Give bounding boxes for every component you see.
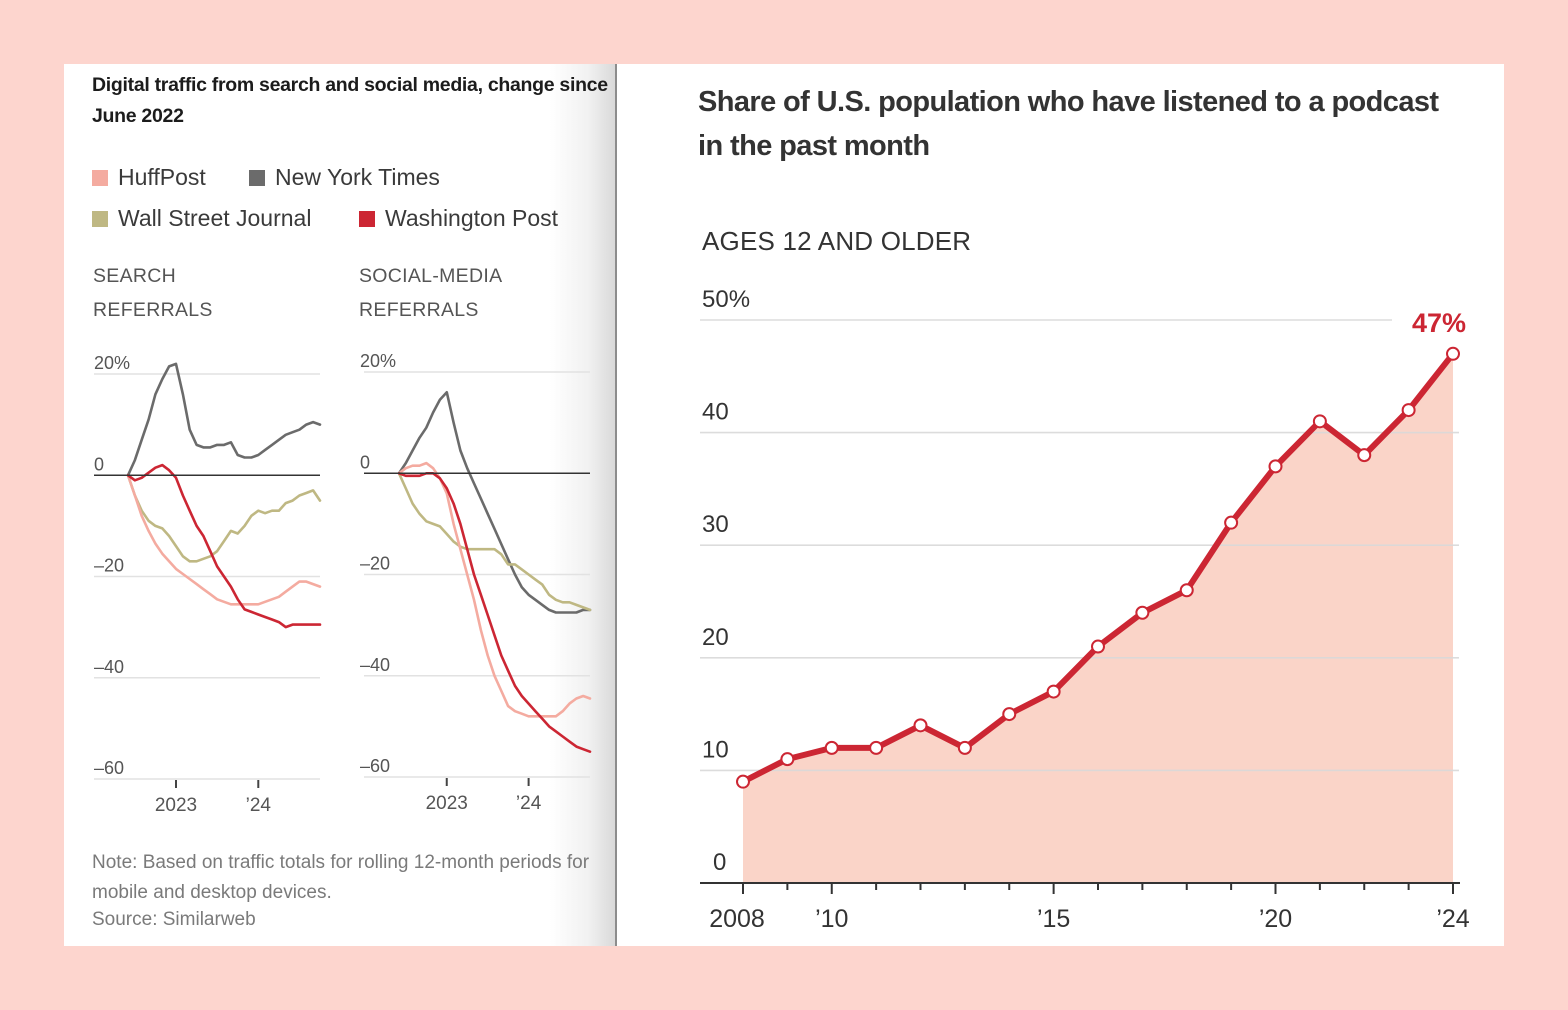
y-tick-label: –60 <box>360 756 390 776</box>
search-subhead: SEARCH REFERRALS <box>93 259 213 327</box>
source-text: Source: Similarweb <box>92 909 256 930</box>
legend-label-huffpost: HuffPost <box>118 164 206 190</box>
social-subhead-line1: SOCIAL-MEDIA <box>359 265 503 287</box>
legend-item-nyt: New York Times <box>249 164 440 191</box>
series-line-wall-street-journal <box>397 471 592 612</box>
right-panel: Share of U.S. population who have listen… <box>617 64 1504 946</box>
legend-label-nyt: New York Times <box>275 164 440 190</box>
x-tick-label: 2023 <box>426 793 468 814</box>
y-tick-label: 0 <box>94 454 104 474</box>
y-tick-label: 0 <box>360 452 370 472</box>
y-tick-label: 30 <box>702 511 729 538</box>
series-line-wall-street-journal <box>126 473 322 563</box>
search-referrals-chart: 20% 0 –20 –40 –60 2023 ’24 <box>94 353 322 816</box>
legend-item-huffpost: HuffPost <box>92 164 206 191</box>
note-text: Note: Based on traffic totals for rollin… <box>92 852 590 903</box>
series-line-new-york-times <box>126 362 322 477</box>
y-tick-label: –20 <box>94 556 124 576</box>
data-point-2013 <box>957 740 972 755</box>
podcast-share-chart: 50% 40 30 20 10 0 2008 ’10 ’15 ’20 ’24 47% <box>700 286 1470 933</box>
data-point-2008 <box>736 774 750 789</box>
left-panel: Digital traffic from search and social m… <box>64 64 616 946</box>
search-subhead-line1: SEARCH <box>93 265 177 287</box>
search-subhead-line2: REFERRALS <box>93 299 213 321</box>
data-point-2012 <box>913 718 928 733</box>
data-point-2017 <box>1135 605 1150 620</box>
data-point-2016 <box>1091 639 1105 654</box>
right-chart-title: Share of U.S. population who have listen… <box>698 86 1439 162</box>
y-tick-label: 20% <box>360 351 396 371</box>
left-chart-title: Digital traffic from search and social m… <box>92 74 608 127</box>
x-tick-label: ’10 <box>815 905 848 933</box>
legend-swatch-wapo <box>359 210 375 227</box>
chart-note: Note: Based on traffic totals for rollin… <box>92 848 612 935</box>
data-point-2024 <box>1446 346 1460 361</box>
series-line-huffpost <box>126 473 322 606</box>
social-subhead-line2: REFERRALS <box>359 299 479 321</box>
right-chart-subtitle: AGES 12 AND OLDER <box>702 226 972 256</box>
data-point-2020 <box>1268 459 1283 474</box>
y-tick-label: 0 <box>713 849 726 876</box>
social-referrals-chart: 20% 0 –20 –40 –60 2023 ’24 <box>360 351 592 814</box>
legend-label-wapo: Washington Post <box>385 205 559 231</box>
x-tick-label: ’24 <box>246 795 272 816</box>
data-point-2023 <box>1401 403 1416 418</box>
data-point-2015 <box>1046 684 1061 699</box>
data-point-2022 <box>1357 448 1372 463</box>
series-line-washington-post <box>126 463 322 629</box>
page-fold-divider <box>615 64 617 946</box>
x-tick-label: 2008 <box>709 905 765 933</box>
x-tick-label: ’20 <box>1259 905 1292 933</box>
series-line-new-york-times <box>397 390 592 614</box>
legend-label-wsj: Wall Street Journal <box>118 205 312 231</box>
data-point-2010 <box>824 740 839 755</box>
y-tick-label: –20 <box>360 554 390 574</box>
legend-swatch-wsj <box>92 210 108 227</box>
area-fill <box>743 353 1453 883</box>
y-tick-label: –40 <box>94 657 124 677</box>
data-point-2011 <box>869 740 884 755</box>
y-tick-label: 50% <box>702 286 750 313</box>
legend-swatch-nyt <box>249 169 265 186</box>
y-tick-label: 40 <box>702 399 729 426</box>
legend-item-wapo: Washington Post <box>359 205 558 232</box>
data-point-2009 <box>780 752 795 767</box>
data-point-2014 <box>1002 707 1017 722</box>
x-tick-label: ’24 <box>516 793 542 814</box>
social-subhead: SOCIAL-MEDIA REFERRALS <box>359 259 502 327</box>
data-point-2018 <box>1179 583 1194 598</box>
legend-swatch-huffpost <box>92 169 108 186</box>
x-tick-label: ’24 <box>1436 905 1469 933</box>
y-tick-label: 10 <box>702 736 729 763</box>
data-point-2021 <box>1312 414 1327 429</box>
y-tick-label: –40 <box>360 655 390 675</box>
y-tick-label: 20% <box>94 353 130 373</box>
end-value-label: 47% <box>1412 308 1466 338</box>
legend-item-wsj: Wall Street Journal <box>92 205 311 232</box>
x-tick-label: ’15 <box>1037 905 1070 933</box>
y-tick-label: –60 <box>94 758 124 778</box>
data-point-2019 <box>1224 515 1239 530</box>
y-tick-label: 20 <box>702 624 729 651</box>
x-tick-label: 2023 <box>155 795 197 816</box>
series-line-huffpost <box>397 461 592 718</box>
